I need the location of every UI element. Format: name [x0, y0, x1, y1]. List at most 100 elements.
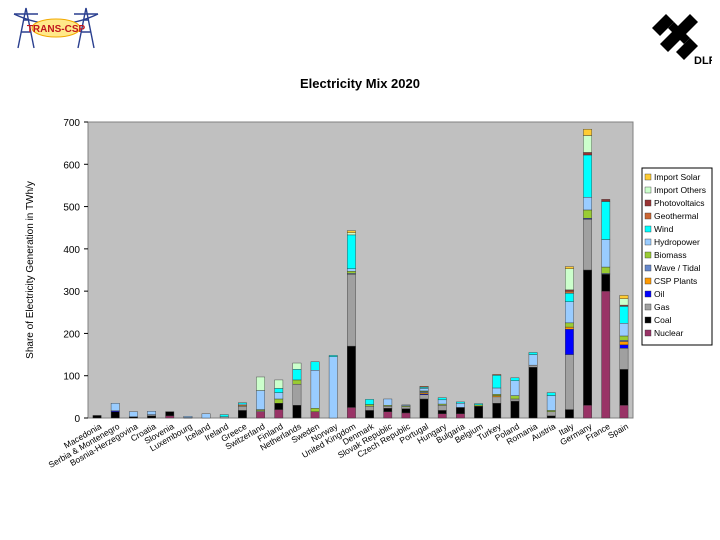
bar-segment: [583, 197, 592, 211]
bar-segment: [274, 392, 284, 400]
bar-segment: [147, 415, 156, 419]
legend-item: Wind: [654, 224, 674, 234]
bar-segment: [583, 128, 592, 136]
bar-segment: [619, 298, 629, 306]
bar-segment: [619, 341, 629, 346]
legend-item: CSP Plants: [654, 276, 697, 286]
bar-segment: [292, 362, 302, 370]
bar-segment: [328, 355, 338, 357]
bar-segment: [583, 152, 592, 156]
legend-item: Wave / Tidal: [654, 263, 701, 273]
bar-segment: [274, 379, 284, 389]
y-tick-label: 400: [63, 245, 80, 256]
y-tick-label: 200: [63, 329, 80, 340]
bar-segment: [619, 335, 629, 341]
bar-segment: [165, 411, 175, 417]
legend-swatch: [644, 251, 652, 259]
bar-segment: [510, 398, 520, 402]
y-tick-label: 0: [74, 414, 80, 425]
bar-segment: [165, 415, 175, 419]
bar-segment: [383, 408, 393, 412]
bar-segment: [310, 408, 320, 412]
bar-segment: [310, 370, 320, 409]
bar-segment: [492, 396, 502, 404]
bar-segment: [383, 405, 393, 409]
bar-segment: [583, 209, 592, 219]
bar-segment: [292, 379, 302, 385]
bar-segment: [619, 295, 629, 299]
bar-segment: [292, 383, 302, 406]
legend-item: Import Solar: [654, 172, 700, 182]
bar-segment: [365, 405, 374, 411]
bar-segment: [201, 413, 211, 419]
bar-segment: [546, 411, 556, 417]
bar-segment: [347, 230, 356, 233]
bar-segment: [347, 234, 356, 269]
y-tick-label: 500: [63, 203, 80, 214]
bar-segment: [419, 398, 429, 419]
bar-segment: [401, 406, 411, 409]
legend-swatch: [644, 186, 652, 194]
legend-swatch: [644, 277, 652, 285]
bar-segment: [347, 271, 356, 274]
bar-segment: [383, 398, 393, 406]
bar-segment: [474, 405, 483, 419]
bar-segment: [328, 356, 338, 419]
legend-item: Geothermal: [654, 211, 699, 221]
bar-segment: [528, 354, 538, 366]
bar-segment: [147, 411, 156, 415]
bar-segment: [528, 364, 538, 368]
bar-segment: [619, 405, 629, 419]
y-tick-label: 700: [63, 118, 80, 129]
bar-segment: [256, 376, 265, 391]
bar-segment: [619, 344, 629, 349]
bar-segment: [510, 395, 520, 400]
trans-csp-logo: TRANS-CSP: [4, 4, 104, 50]
bar-segment: [601, 199, 611, 202]
legend-item: Oil: [654, 289, 665, 299]
bar-segment: [546, 415, 556, 419]
bar-segment: [565, 322, 574, 328]
bar-segment: [619, 306, 629, 324]
legend-item: Import Others: [654, 185, 706, 195]
bar-segment: [401, 408, 411, 414]
bar-segment: [310, 411, 320, 419]
legend-swatch: [644, 290, 652, 298]
y-tick-label: 300: [63, 287, 80, 298]
legend-swatch: [644, 173, 652, 181]
bar-segment: [110, 411, 120, 419]
bar-segment: [437, 405, 447, 411]
bar-segment: [583, 405, 592, 419]
bar-segment: [292, 405, 302, 419]
legend-swatch: [644, 238, 652, 246]
bar-segment: [129, 411, 138, 417]
bar-segment: [92, 415, 102, 419]
y-tick-label: 100: [63, 372, 80, 383]
bar-segment: [274, 403, 284, 410]
chart-title: Electricity Mix 2020: [300, 76, 420, 91]
legend-item: Hydropower: [654, 237, 700, 247]
bar-segment: [365, 399, 374, 405]
bar-segment: [565, 301, 574, 324]
bar-segment: [546, 395, 556, 411]
legend-item: Nuclear: [654, 328, 683, 338]
legend-swatch: [644, 303, 652, 311]
bar-segment: [528, 352, 538, 355]
bar-segment: [492, 375, 502, 389]
bar-segment: [601, 290, 611, 419]
bar-segment: [437, 397, 447, 401]
bar-segment: [546, 392, 556, 396]
bar-segment: [510, 377, 520, 381]
bar-segment: [347, 268, 356, 272]
legend-swatch: [644, 264, 652, 272]
bar-segment: [274, 409, 284, 419]
bar-segment: [310, 361, 320, 371]
bar-segment: [437, 413, 447, 419]
bar-segment: [347, 232, 356, 236]
bar-segment: [619, 323, 629, 337]
legend-box: [641, 167, 713, 346]
bar-segment: [274, 388, 284, 393]
bar-segment: [565, 354, 574, 410]
bar-segment: [401, 404, 411, 406]
y-axis-label: Share of Electricity Generation in TWh/y: [25, 181, 36, 359]
